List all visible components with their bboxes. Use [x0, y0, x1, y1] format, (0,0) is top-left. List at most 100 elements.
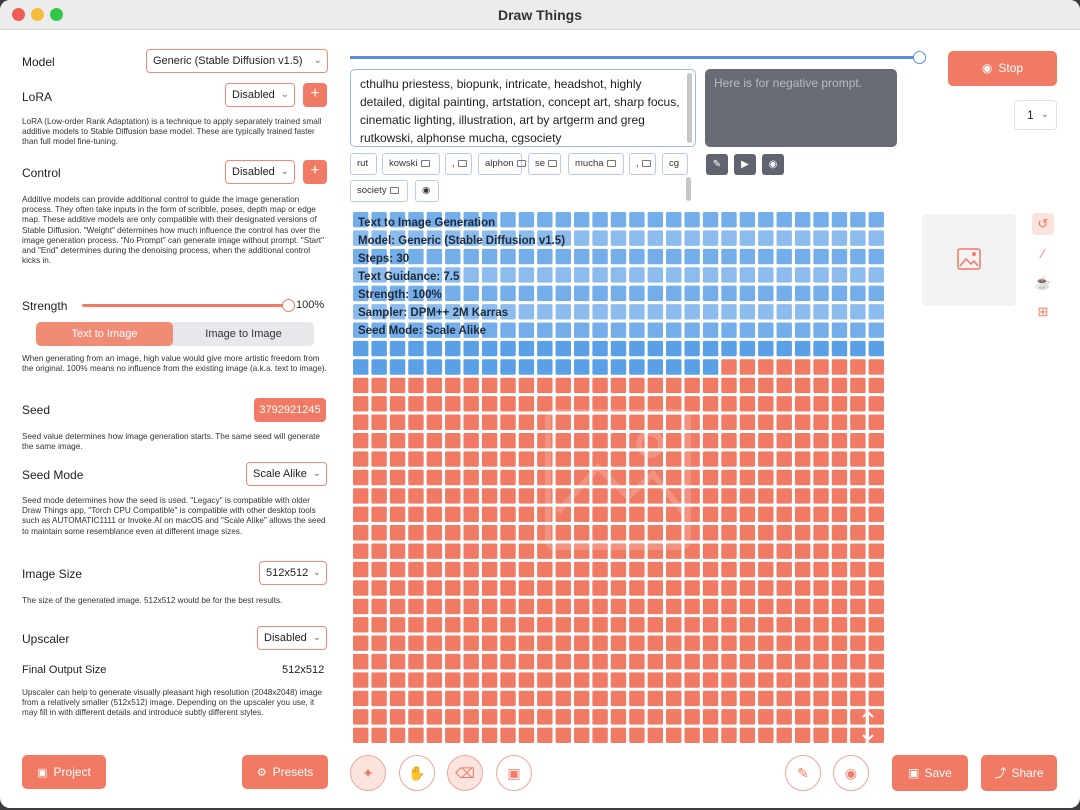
progress-cell-pending [666, 598, 682, 615]
history-icon[interactable]: ↺ [1032, 213, 1054, 235]
prompt-token[interactable]: se [528, 153, 561, 175]
progress-cell-pending [592, 488, 608, 504]
progress-cell-done [371, 340, 387, 357]
progress-cell-pending [353, 690, 369, 707]
progress-cell-pending [500, 561, 516, 578]
image-size-select[interactable]: 512x512 ⌄ [259, 561, 327, 585]
progress-cell-pending [426, 525, 443, 541]
progress-cell-pending [371, 690, 387, 707]
tab-text-to-image[interactable]: Text to Image [36, 322, 173, 346]
progress-cell-pending [776, 543, 792, 559]
grid-icon[interactable]: ⊞ [1037, 304, 1049, 319]
prompt-text: cthulhu priestess, biopunk, intricate, h… [360, 77, 680, 145]
progress-cell-pending [371, 469, 387, 486]
note-button[interactable]: ✎ [785, 755, 821, 791]
progress-cell-pending [353, 377, 369, 394]
close-window-button[interactable] [12, 8, 25, 21]
eraser-icon: ⌫ [455, 765, 475, 781]
progress-cell-pending [500, 598, 516, 615]
prompt-token[interactable]: mucha [568, 153, 624, 175]
progress-cell-pending [353, 543, 369, 559]
progress-cell-pending [592, 709, 608, 725]
seed-mode-select[interactable]: Scale Alike ⌄ [246, 462, 327, 486]
seed-mode-value: Scale Alike [253, 468, 307, 480]
attach-button[interactable]: ✎ [706, 154, 728, 175]
progress-cell-pending [739, 653, 756, 670]
strength-value: 100% [296, 299, 325, 311]
progress-cell-pending [629, 598, 645, 615]
progress-cell-pending [739, 525, 756, 541]
progress-cell-pending [408, 709, 424, 725]
generation-canvas[interactable] [353, 212, 887, 746]
prompt-token[interactable]: alphon [478, 153, 526, 175]
progress-cell-done [666, 359, 682, 375]
progress-cell-pending [794, 727, 811, 743]
lora-select[interactable]: Disabled ⌄ [225, 83, 295, 107]
progress-cell-done [445, 267, 461, 283]
prompt-token[interactable]: , [629, 153, 656, 175]
prompt-token[interactable]: kowski [382, 153, 440, 175]
prompt-token[interactable]: , [445, 153, 472, 175]
token-scrollbar[interactable] [686, 177, 691, 201]
play-button[interactable]: ▶ [734, 154, 756, 175]
camera-button[interactable]: ◉ [833, 755, 869, 791]
negative-prompt-textarea[interactable]: Here is for negative prompt. [705, 69, 897, 147]
save-button[interactable]: ▣ Save [892, 755, 968, 791]
progress-cell-done [813, 340, 829, 357]
control-select[interactable]: Disabled ⌄ [225, 160, 295, 184]
progress-cell-pending [573, 709, 590, 725]
progress-cell-pending [721, 488, 737, 504]
progress-cell-pending [758, 525, 774, 541]
upscaler-select[interactable]: Disabled ⌄ [257, 626, 327, 650]
progress-cell-pending [629, 414, 645, 430]
project-button[interactable]: ▣ Project [22, 755, 106, 789]
magic-wand-tool[interactable]: ✦ [350, 755, 386, 791]
strength-slider[interactable] [82, 304, 288, 307]
seed-input[interactable]: 3792921245 [254, 398, 326, 422]
stop-button[interactable]: ◉ Stop [948, 51, 1057, 86]
progress-cell-pending [721, 414, 737, 430]
minimize-window-button[interactable] [31, 8, 44, 21]
history-thumbnail[interactable] [922, 214, 1016, 306]
progress-cell-done [518, 359, 535, 375]
progress-cell-done [426, 230, 443, 246]
cup-icon[interactable]: ☕ [1034, 275, 1052, 290]
hand-tool[interactable]: ✋ [399, 755, 435, 791]
progress-cell-pending [739, 451, 756, 467]
tab-image-to-image[interactable]: Image to Image [205, 328, 282, 340]
progress-cell-pending [426, 653, 443, 670]
note-icon: ✎ [797, 765, 809, 781]
progress-cell-done [371, 304, 387, 320]
progress-cell-done [629, 322, 645, 338]
progress-cell-done [592, 212, 608, 228]
progress-cell-done [555, 304, 571, 320]
progress-cell-pending [353, 653, 369, 670]
prompt-token[interactable]: society [350, 180, 408, 202]
progress-cell-pending [758, 690, 774, 707]
progress-cell-pending [518, 598, 535, 615]
prompt-token[interactable]: cg [662, 153, 688, 175]
progress-cell-pending [408, 617, 424, 633]
prompt-token[interactable]: rut [350, 153, 377, 175]
progress-cell-done [610, 322, 627, 338]
zoom-window-button[interactable] [50, 8, 63, 21]
add-lora-button[interactable]: + [303, 83, 327, 107]
progress-cell-done [850, 230, 866, 246]
prompt-textarea[interactable]: cthulhu priestess, biopunk, intricate, h… [350, 69, 696, 147]
brush-icon[interactable]: ∕ [1041, 246, 1045, 261]
progress-cell-done [868, 267, 884, 283]
move-icon[interactable] [851, 709, 885, 743]
eraser-tool[interactable]: ⌫ [447, 755, 483, 791]
share-button[interactable]: ⤴ Share [981, 755, 1057, 791]
strength-slider-knob[interactable] [282, 299, 295, 312]
prompt-scrollbar[interactable] [687, 73, 692, 143]
paint-tool[interactable]: ▣ [496, 755, 532, 791]
progress-cell-done [408, 212, 424, 228]
presets-button[interactable]: ⚙ Presets [242, 755, 328, 789]
token-more-button[interactable]: ◉ [415, 180, 439, 202]
model-select[interactable]: Generic (Stable Diffusion v1.5) ⌄ [146, 49, 328, 73]
progress-cell-pending [463, 617, 479, 633]
add-control-button[interactable]: + [303, 160, 327, 184]
record-button[interactable]: ◉ [762, 154, 784, 175]
batch-count-select[interactable]: 1 ⌄ [1014, 100, 1057, 130]
